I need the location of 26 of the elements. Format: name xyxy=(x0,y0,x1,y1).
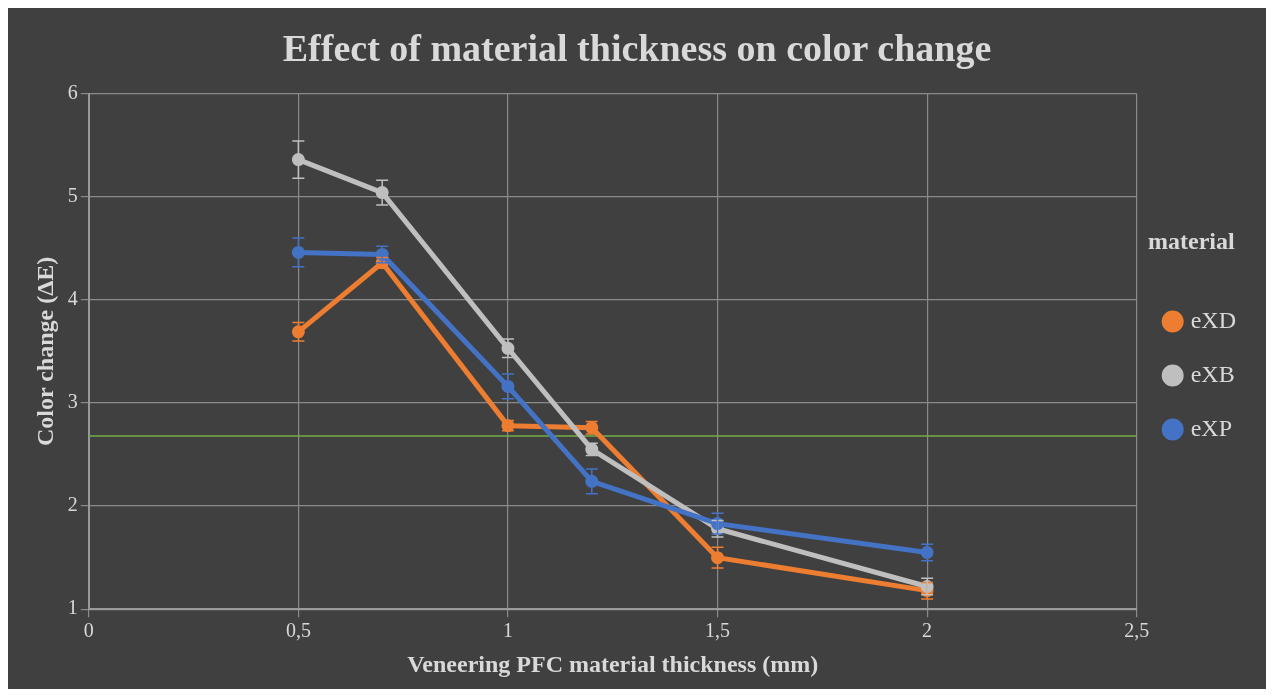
x-tick-label: 1 xyxy=(502,619,513,642)
x-tick-label: 0 xyxy=(83,619,94,642)
y-tick-label: 6 xyxy=(67,80,78,103)
legend-label: eXP xyxy=(1190,414,1233,441)
point xyxy=(291,153,305,167)
point xyxy=(375,186,389,200)
y-tick-label: 3 xyxy=(67,390,78,413)
point xyxy=(711,551,725,565)
x-tick-label: 2,5 xyxy=(1124,619,1150,642)
point xyxy=(711,517,725,531)
y-tick-label: 5 xyxy=(67,183,78,206)
chart-title: Effect of material thickness on color change xyxy=(282,26,992,69)
x-tick-label: 2 xyxy=(922,619,933,642)
legend-label: eXD xyxy=(1190,306,1237,333)
x-axis-title: Veneering PFC material thickness (mm) xyxy=(407,650,819,677)
legend-title: material xyxy=(1148,227,1235,254)
x-tick-label: 1,5 xyxy=(705,619,731,642)
y-tick-label: 2 xyxy=(67,493,78,516)
point xyxy=(291,245,305,259)
point xyxy=(585,474,599,488)
y-axis-title: Color change (ΔE) xyxy=(31,256,58,447)
x-tick-label: 0,5 xyxy=(285,619,311,642)
y-tick-label: 4 xyxy=(67,287,78,310)
y-tick-label: 1 xyxy=(67,596,78,619)
legend-label: eXB xyxy=(1190,360,1235,387)
point xyxy=(501,379,515,393)
